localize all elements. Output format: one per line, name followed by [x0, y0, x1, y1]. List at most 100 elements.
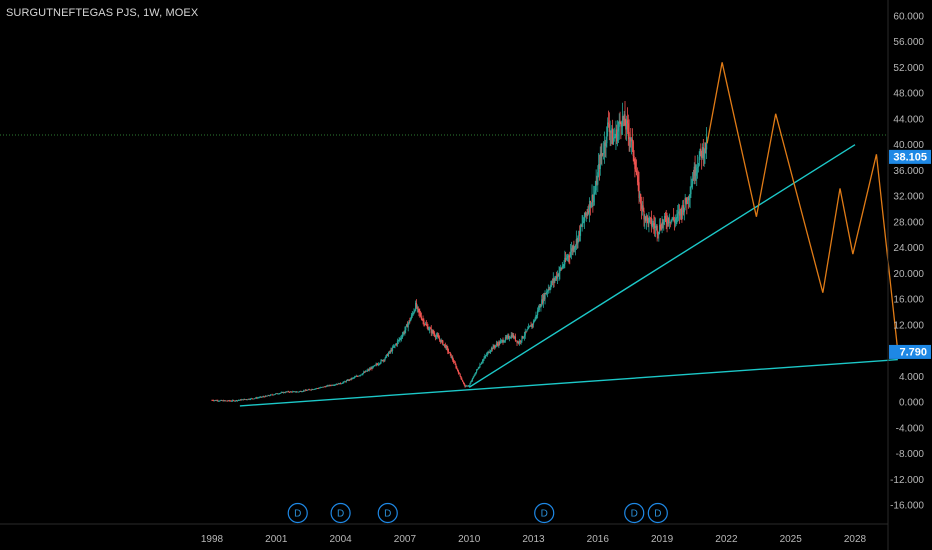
candle-body-214 [387, 353, 390, 356]
candle-body-219 [391, 347, 394, 351]
candle-body-318 [473, 375, 475, 377]
candle-body-350 [499, 341, 502, 344]
candle-body-277 [439, 339, 441, 342]
candle-body-421 [558, 272, 560, 277]
x-tick-label-7: 2019 [651, 534, 674, 545]
candle-body-83 [279, 392, 282, 394]
candle-body-447 [579, 225, 582, 236]
trendline-1 [239, 358, 898, 407]
candle-body-319 [474, 374, 476, 376]
candle-body-103 [296, 391, 298, 393]
candle-body-534 [651, 225, 653, 227]
candle-body-317 [472, 376, 474, 379]
candle-body-589 [696, 167, 699, 169]
candle-body-169 [350, 378, 352, 380]
candle-body-81 [278, 393, 280, 395]
x-tick-label-8: 2022 [715, 534, 738, 545]
candle-body-4 [214, 400, 216, 401]
candle-body-22 [229, 400, 231, 402]
candle-body-597 [703, 153, 705, 158]
dividend-marker-label-2: D [337, 509, 344, 520]
candle-body-418 [555, 276, 558, 279]
candle-body-70 [269, 395, 271, 397]
candle-body-147 [332, 385, 334, 386]
candle-body-399 [540, 306, 542, 308]
candle-body-303 [461, 378, 463, 381]
candle-body-279 [441, 340, 443, 342]
price-badge-label-1: 38.105 [893, 151, 927, 163]
candle-body-584 [692, 178, 695, 180]
candle-body-188 [366, 370, 368, 372]
candle-body-88 [283, 392, 286, 393]
candle-body-39 [243, 399, 245, 400]
candle-body-583 [692, 178, 694, 184]
candle-body-438 [572, 246, 574, 251]
candle-body-532 [649, 217, 652, 219]
candle-body-0 [211, 400, 213, 401]
candle-body-541 [657, 233, 659, 235]
dividend-marker-label-3: D [384, 509, 391, 520]
candle-body-488 [613, 137, 615, 139]
candle-body-298 [457, 368, 459, 371]
candle-body-409 [548, 288, 550, 290]
candle-body-158 [341, 383, 343, 384]
candle-body-331 [484, 356, 486, 358]
candle-body-373 [518, 340, 521, 344]
candle-body-571 [682, 205, 684, 215]
candle-body-494 [618, 120, 620, 127]
candle-body-518 [638, 182, 640, 199]
y-tick-label-0: 60.000 [893, 12, 924, 23]
candle-body-165 [347, 380, 349, 381]
candle-body-213 [386, 354, 389, 356]
candle-body-375 [520, 340, 522, 342]
candle-body-245 [413, 311, 415, 314]
candle-body-97 [291, 391, 293, 393]
candle-body-204 [379, 362, 381, 364]
candle-body-338 [490, 350, 492, 352]
candle-body-135 [322, 386, 324, 388]
candle-body-429 [565, 257, 567, 260]
candle-body-547 [662, 222, 664, 225]
candle-body-355 [504, 340, 506, 342]
candle-body-105 [297, 391, 300, 393]
candle-body-433 [568, 255, 570, 257]
y-tick-label-15: 0.000 [899, 398, 924, 409]
candle-body-386 [529, 325, 531, 327]
candle-body-225 [396, 341, 399, 345]
candle-body-528 [646, 215, 648, 219]
candle-body-565 [677, 213, 679, 214]
candle-body-437 [571, 248, 573, 251]
candles-group [211, 101, 708, 402]
candle-body-342 [493, 345, 495, 347]
candle-body-594 [701, 151, 703, 158]
candle-body-110 [302, 391, 304, 393]
candle-body-86 [282, 392, 284, 394]
candle-body-352 [501, 340, 503, 341]
candle-body-271 [434, 335, 437, 338]
candle-body-144 [330, 385, 332, 387]
candle-body-475 [602, 153, 605, 155]
candle-body-91 [286, 391, 288, 393]
candle-body-560 [673, 217, 675, 221]
candle-body-588 [696, 167, 698, 174]
candle-body-181 [360, 374, 362, 376]
y-axis-ticks: 60.000 56.000 52.000 48.000 44.000 40.000 36.0… [890, 12, 924, 512]
candle-body-231 [401, 334, 404, 338]
candle-body-302 [460, 376, 462, 379]
candle-body-57 [258, 397, 260, 399]
price-badge-1 [889, 149, 931, 164]
candle-body-217 [390, 349, 392, 352]
candle-body-72 [270, 394, 272, 396]
candle-body-397 [538, 306, 540, 311]
candle-body-523 [642, 205, 644, 211]
candle-body-254 [420, 316, 422, 320]
candle-body-357 [505, 337, 507, 339]
candle-body-117 [307, 389, 310, 391]
candle-body-93 [288, 391, 290, 393]
candle-body-150 [335, 384, 337, 386]
candle-body-366 [513, 335, 515, 339]
candle-body-178 [358, 375, 360, 377]
candle-body-520 [640, 194, 642, 204]
candle-body-164 [346, 380, 348, 381]
